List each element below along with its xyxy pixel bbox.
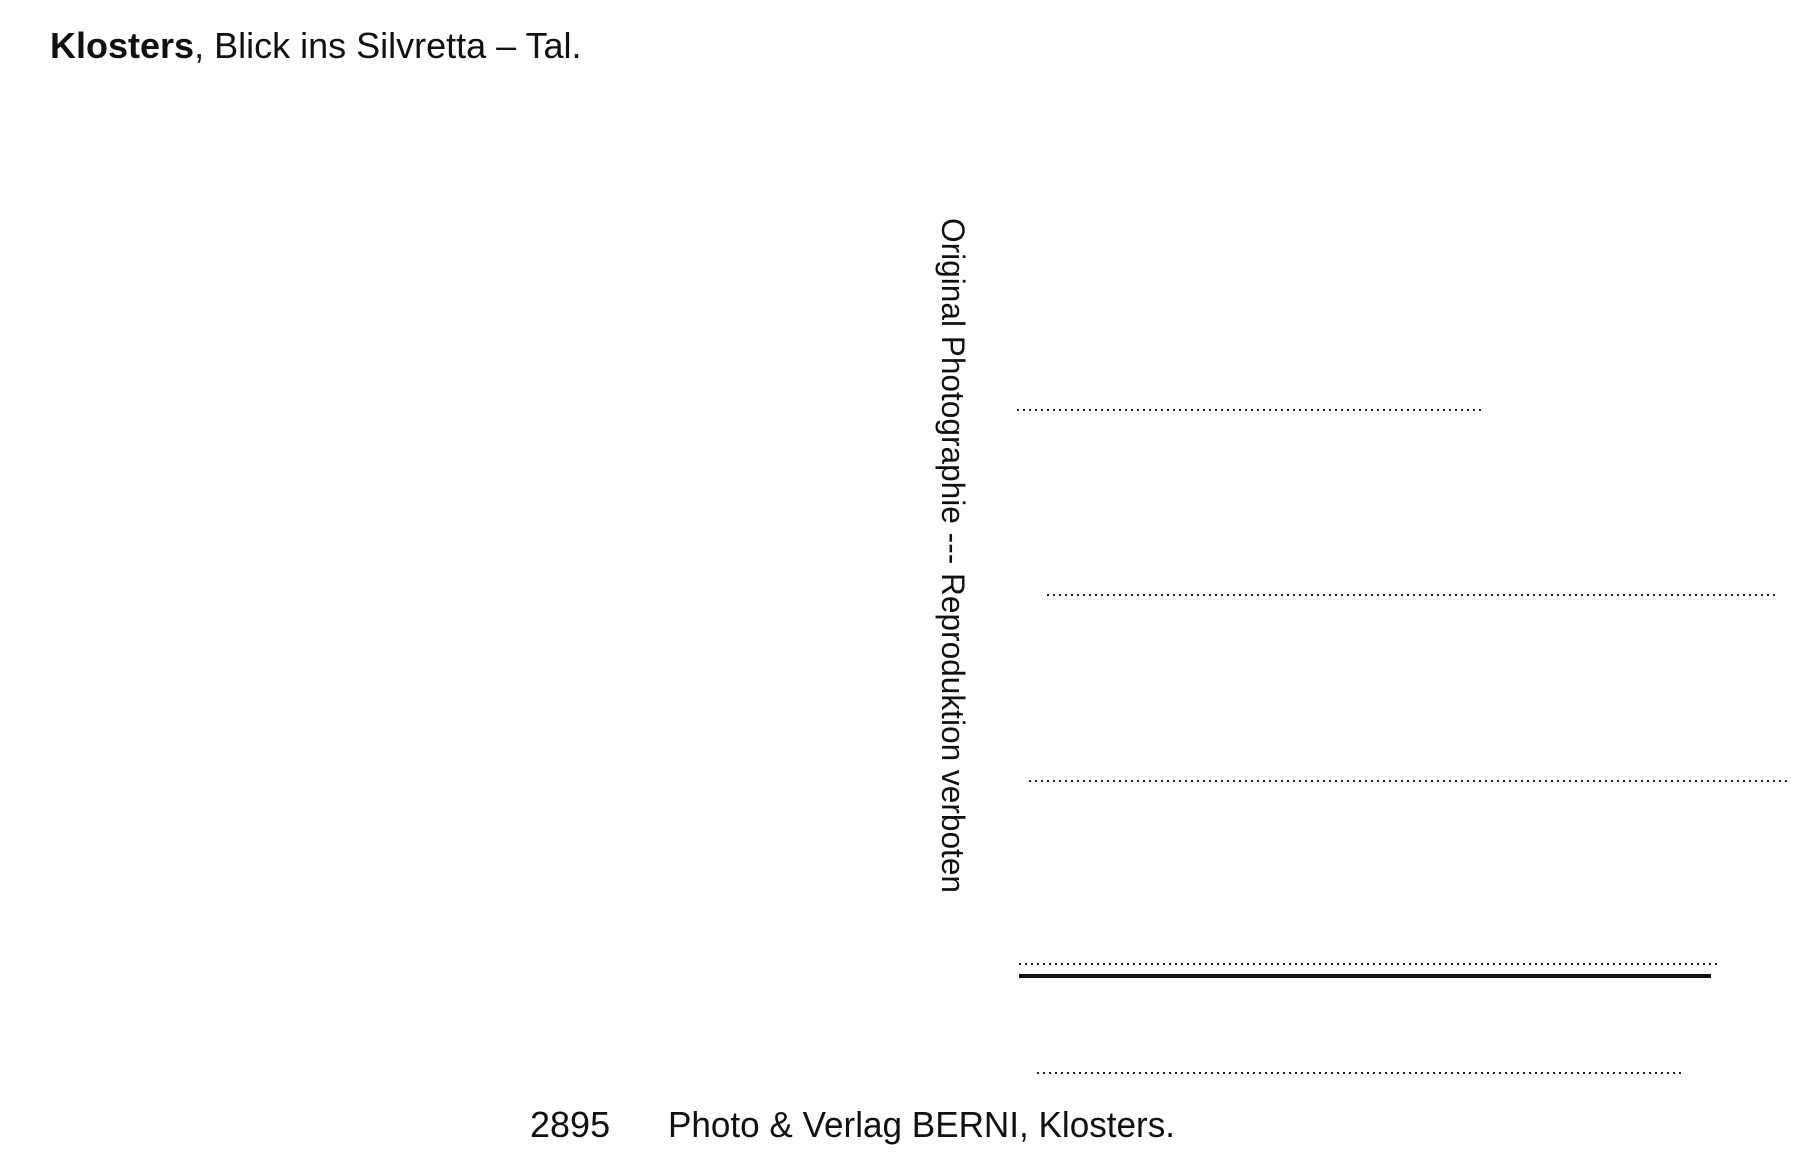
place-name: Klosters [50,25,194,66]
caption: , Blick ins Silvretta – Tal. [194,25,581,66]
card-number: 2895 [530,1104,610,1145]
title: Klosters, Blick ins Silvretta – Tal. [50,25,582,66]
side-note: Original Photographie --- Reproduktion v… [935,218,971,893]
publisher: Photo & Verlag BERNI, Klosters. [668,1104,1175,1145]
